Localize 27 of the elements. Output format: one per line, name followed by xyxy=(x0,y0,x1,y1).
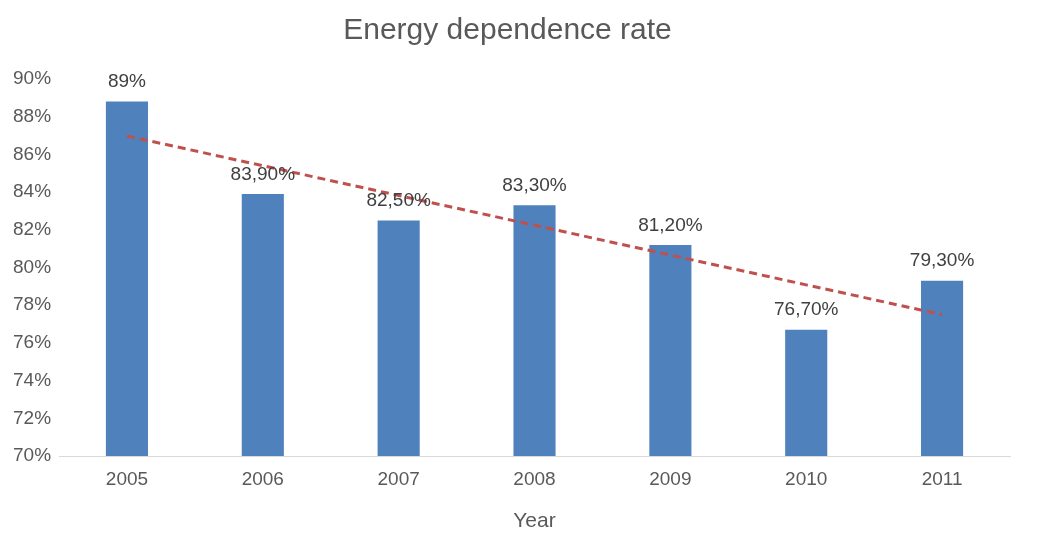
x-tick-label: 2008 xyxy=(513,467,556,489)
y-tick-label: 90% xyxy=(13,67,52,89)
chart-title: Energy dependence rate xyxy=(343,12,672,46)
data-label: 76,70% xyxy=(773,298,839,320)
y-tick-label: 80% xyxy=(13,255,52,277)
data-label: 82,50% xyxy=(366,189,431,211)
y-tick-label: 70% xyxy=(13,444,52,466)
data-label: 83,90% xyxy=(230,162,296,184)
y-tick-label: 78% xyxy=(13,293,52,315)
y-tick-label: 72% xyxy=(13,406,52,428)
x-tick-label: 2009 xyxy=(649,467,692,489)
y-tick-label: 86% xyxy=(13,142,52,164)
data-label: 81,20% xyxy=(638,213,703,235)
x-tick-label: 2011 xyxy=(921,467,963,489)
x-tick-label: 2005 xyxy=(105,467,149,489)
y-tick-label: 84% xyxy=(13,180,52,202)
data-label: 89% xyxy=(107,70,147,92)
x-tick-label: 2007 xyxy=(377,467,420,489)
x-tick-label: 2010 xyxy=(785,467,828,489)
y-tick-label: 88% xyxy=(13,104,52,126)
y-tick-label: 76% xyxy=(13,331,52,353)
y-tick-label: 82% xyxy=(13,218,52,240)
y-tick-label: 74% xyxy=(13,368,52,390)
x-tick-label: 2006 xyxy=(241,467,284,489)
data-label: 79,30% xyxy=(909,249,975,271)
data-label: 83,30% xyxy=(502,174,567,196)
x-axis-title: Year xyxy=(513,508,556,532)
